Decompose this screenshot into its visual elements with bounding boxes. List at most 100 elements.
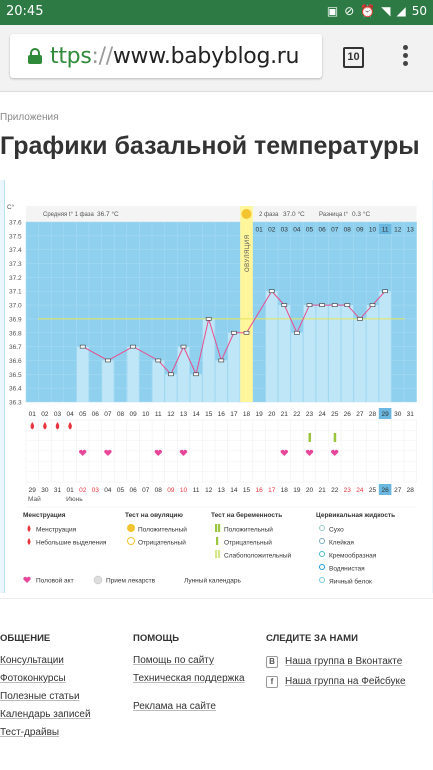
footer-link-facebook[interactable]: Наша группа на Фейсбуке	[285, 676, 406, 687]
date-label: 11	[193, 487, 200, 494]
footer-link-ads[interactable]: Реклама на сайте	[133, 701, 216, 712]
footer-link-consultations[interactable]: Консультации	[0, 655, 64, 666]
cycle-day-label: 31	[407, 411, 415, 418]
footer-link-photo-contests[interactable]: Фотоконкурсы	[0, 673, 66, 684]
footer-col-communication: ОБЩЕНИЕ Консультации Фотоконкурсы Полезн…	[0, 633, 91, 746]
tab-switcher-button[interactable]: 10	[343, 47, 364, 68]
intercourse-heart	[179, 449, 188, 456]
cycle-day-label: 22	[293, 411, 301, 418]
temperature-point	[105, 358, 111, 363]
y-tick-label: 37.1	[9, 289, 22, 296]
cycle-day-label: 19	[255, 411, 263, 418]
temperature-point	[331, 303, 338, 307]
footer-link-support[interactable]: Техническая поддержка	[133, 673, 245, 684]
cycle-day-label: 01	[29, 411, 37, 418]
y-tick-label: 36.4	[9, 386, 22, 393]
date-label: 15	[243, 487, 251, 494]
ovulation-positive-icon	[127, 524, 135, 532]
menstruation-drop	[43, 422, 47, 430]
cycle-day-label: 09	[129, 411, 137, 418]
url-text[interactable]: ttps://www.babyblog.ru	[50, 43, 300, 69]
cycle-day-label: 10	[142, 411, 150, 418]
y-tick-label: 37.0	[9, 303, 22, 310]
cycle-day-label: 18	[243, 411, 251, 418]
cycle-day-label: 24	[318, 411, 326, 418]
footer: ОБЩЕНИЕ Консультации Фотоконкурсы Полезн…	[0, 598, 433, 770]
legend-bottom-item: Прием лекарств	[106, 578, 156, 585]
footer-link-articles[interactable]: Полезные статьи	[0, 691, 80, 702]
temperature-bar	[366, 305, 379, 402]
phase2-day-label: 03	[281, 227, 289, 234]
intercourse-heart	[331, 449, 339, 456]
temperature-point	[218, 358, 225, 363]
test-positive-icon	[215, 524, 218, 532]
legend-bottom-item: Половой акт	[36, 577, 74, 585]
date-label: 27	[394, 487, 402, 494]
legend-item: Положительный	[138, 526, 187, 534]
cervical-fluid-icon	[319, 525, 325, 531]
date-label: 05	[117, 487, 125, 494]
footer-link-vk[interactable]: Наша группа в Вконтакте	[285, 656, 403, 667]
legend-item: Водянистая	[329, 566, 365, 573]
y-tick-label: 36.8	[9, 330, 22, 337]
cycle-day-label: 04	[66, 411, 74, 418]
battery-level: 50	[411, 4, 427, 18]
breadcrumb[interactable]: Приложения	[0, 112, 59, 123]
temperature-bar	[215, 360, 228, 402]
cycle-day-label: 15	[205, 411, 213, 418]
phase2-day-label: 09	[356, 227, 364, 234]
intercourse-heart	[280, 449, 288, 456]
date-label: 14	[230, 487, 238, 494]
phase2-day-label: 10	[369, 227, 377, 234]
y-tick-label: 37.4	[9, 247, 22, 254]
facebook-icon: f	[266, 676, 278, 688]
temperature-point	[155, 358, 162, 363]
temperature-point	[357, 317, 363, 321]
date-label: 28	[407, 487, 415, 494]
date-label: 30	[41, 487, 49, 494]
browser-toolbar: ttps://www.babyblog.ru 10	[0, 25, 433, 92]
temperature-point	[281, 303, 288, 307]
temperature-bar	[354, 318, 366, 402]
cycle-day-label: 27	[356, 411, 364, 418]
legend-item: Сухо	[329, 527, 344, 534]
y-tick-label: 37.6	[9, 220, 22, 227]
cycle-day-label: 28	[369, 411, 377, 418]
temperature-point	[344, 303, 351, 307]
address-bar[interactable]: ttps://www.babyblog.ru	[10, 34, 322, 78]
legend-title: Тест на беременность	[211, 511, 282, 519]
legend-item: Слабоположительный	[224, 552, 292, 560]
legend-item: Положительный	[224, 526, 273, 534]
ovulation-label: ОВУЛЯЦИЯ	[245, 235, 251, 272]
cycle-day-label: 14	[192, 411, 200, 418]
status-bar: 20:45 ▣ ⊘ ⏰ ◥ ◢ 50	[0, 0, 433, 25]
phase2-day-label: 05	[306, 227, 314, 234]
date-label: 03	[92, 487, 100, 494]
date-label: 16	[255, 487, 263, 494]
test-positive-icon	[218, 524, 221, 532]
y-tick-label: 36.9	[9, 316, 22, 323]
legend-title: Менструация	[23, 512, 66, 519]
footer-link-calendar[interactable]: Календарь записей	[0, 709, 91, 720]
y-tick-label: 37.3	[9, 261, 22, 268]
phase2-day-label: 08	[344, 227, 352, 234]
temperature-bar	[303, 305, 316, 402]
url-protocol: ttps	[50, 43, 92, 69]
legend-title: Тест на овуляцию	[125, 512, 183, 519]
date-label: 12	[205, 487, 213, 494]
chart-header	[26, 206, 417, 222]
cervical-fluid-icon	[319, 538, 325, 544]
footer-link-test-drives[interactable]: Тест-драйвы	[0, 727, 60, 738]
phase2-day-label: 01	[255, 227, 263, 234]
overflow-menu-icon[interactable]	[403, 45, 409, 69]
temperature-point	[130, 344, 136, 349]
cycle-day-label: 08	[117, 411, 125, 418]
legend-item: Яичный белок	[329, 578, 372, 586]
temperature-bar	[152, 360, 165, 402]
page-title: Графики базальной температуры	[0, 132, 420, 160]
date-label: 10	[180, 487, 188, 494]
footer-link-help[interactable]: Помощь по сайту	[133, 655, 214, 666]
cervical-fluid-icon	[319, 551, 325, 557]
temperature-point	[268, 289, 275, 294]
temperature-bar	[190, 374, 202, 402]
